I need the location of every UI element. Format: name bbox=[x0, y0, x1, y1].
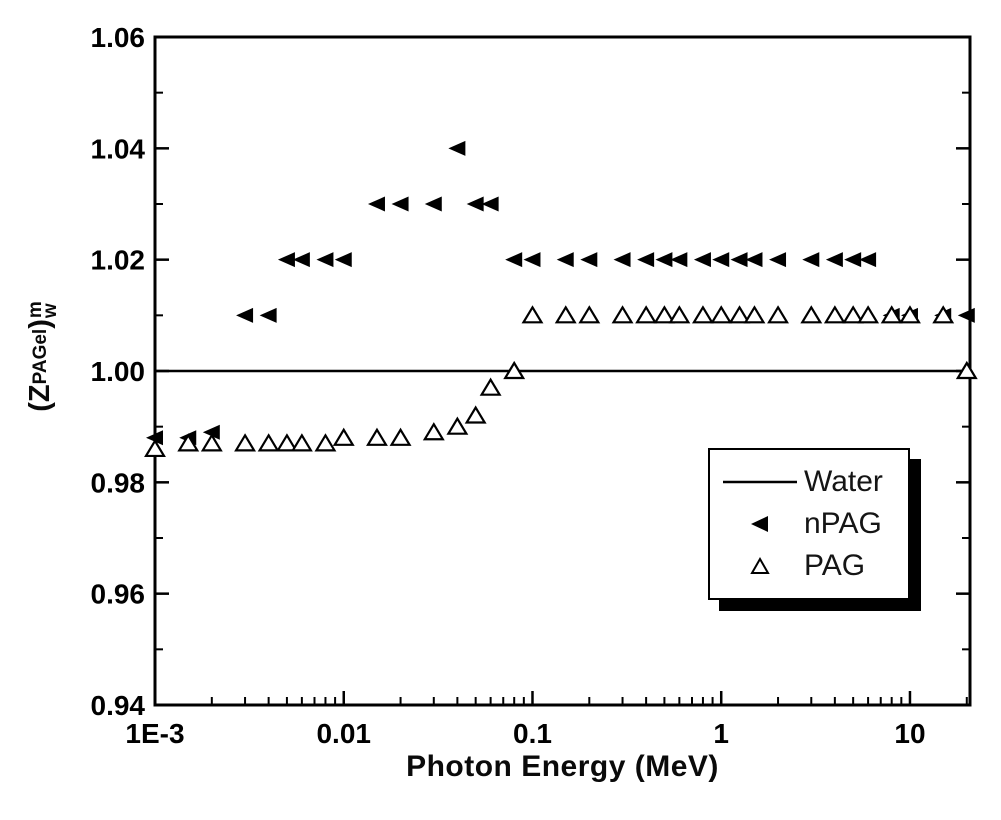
svg-text:0.01: 0.01 bbox=[316, 718, 371, 749]
svg-text:1.02: 1.02 bbox=[91, 245, 146, 276]
legend-label-water: Water bbox=[804, 465, 883, 498]
svg-text:10: 10 bbox=[894, 718, 925, 749]
series-pag bbox=[144, 305, 978, 458]
legend-row-water: Water bbox=[716, 461, 908, 503]
y-label-close: ) bbox=[23, 318, 56, 329]
legend-row-npag: nPAG bbox=[716, 503, 908, 545]
legend-box: Water nPAG PAG bbox=[708, 448, 910, 600]
legend-row-pag: PAG bbox=[716, 545, 908, 587]
filled-left-triangle-icon bbox=[716, 514, 804, 534]
svg-text:1.06: 1.06 bbox=[91, 22, 146, 53]
water-line-symbol bbox=[716, 474, 804, 490]
svg-text:1.04: 1.04 bbox=[91, 133, 146, 164]
open-up-triangle-icon bbox=[716, 556, 804, 576]
x-axis-label: Photon Energy (MeV) bbox=[406, 750, 719, 783]
x-axis-ticks: 1E-3 0.01 0.1 1 10 bbox=[125, 691, 968, 749]
y-axis-ticks: 1.06 1.04 1.02 1.00 0.98 0.96 0.94 bbox=[91, 22, 970, 721]
svg-text:0.98: 0.98 bbox=[91, 467, 146, 498]
svg-text:1E-3: 1E-3 bbox=[125, 718, 184, 749]
legend-label-pag: PAG bbox=[804, 549, 866, 582]
svg-text:0.94: 0.94 bbox=[91, 690, 146, 721]
y-label-open: (Z bbox=[23, 383, 56, 412]
series-npag bbox=[146, 140, 975, 446]
svg-text:0.1: 0.1 bbox=[513, 718, 552, 749]
svg-text:1.00: 1.00 bbox=[91, 356, 146, 387]
svg-text:0.96: 0.96 bbox=[91, 579, 146, 610]
legend-label-npag: nPAG bbox=[804, 507, 882, 540]
y-label-denominator: w bbox=[39, 302, 60, 318]
y-label-subscript: PAGel bbox=[29, 328, 50, 384]
svg-text:1: 1 bbox=[713, 718, 729, 749]
y-axis-label: (Z PAGel) m w bbox=[23, 301, 61, 412]
